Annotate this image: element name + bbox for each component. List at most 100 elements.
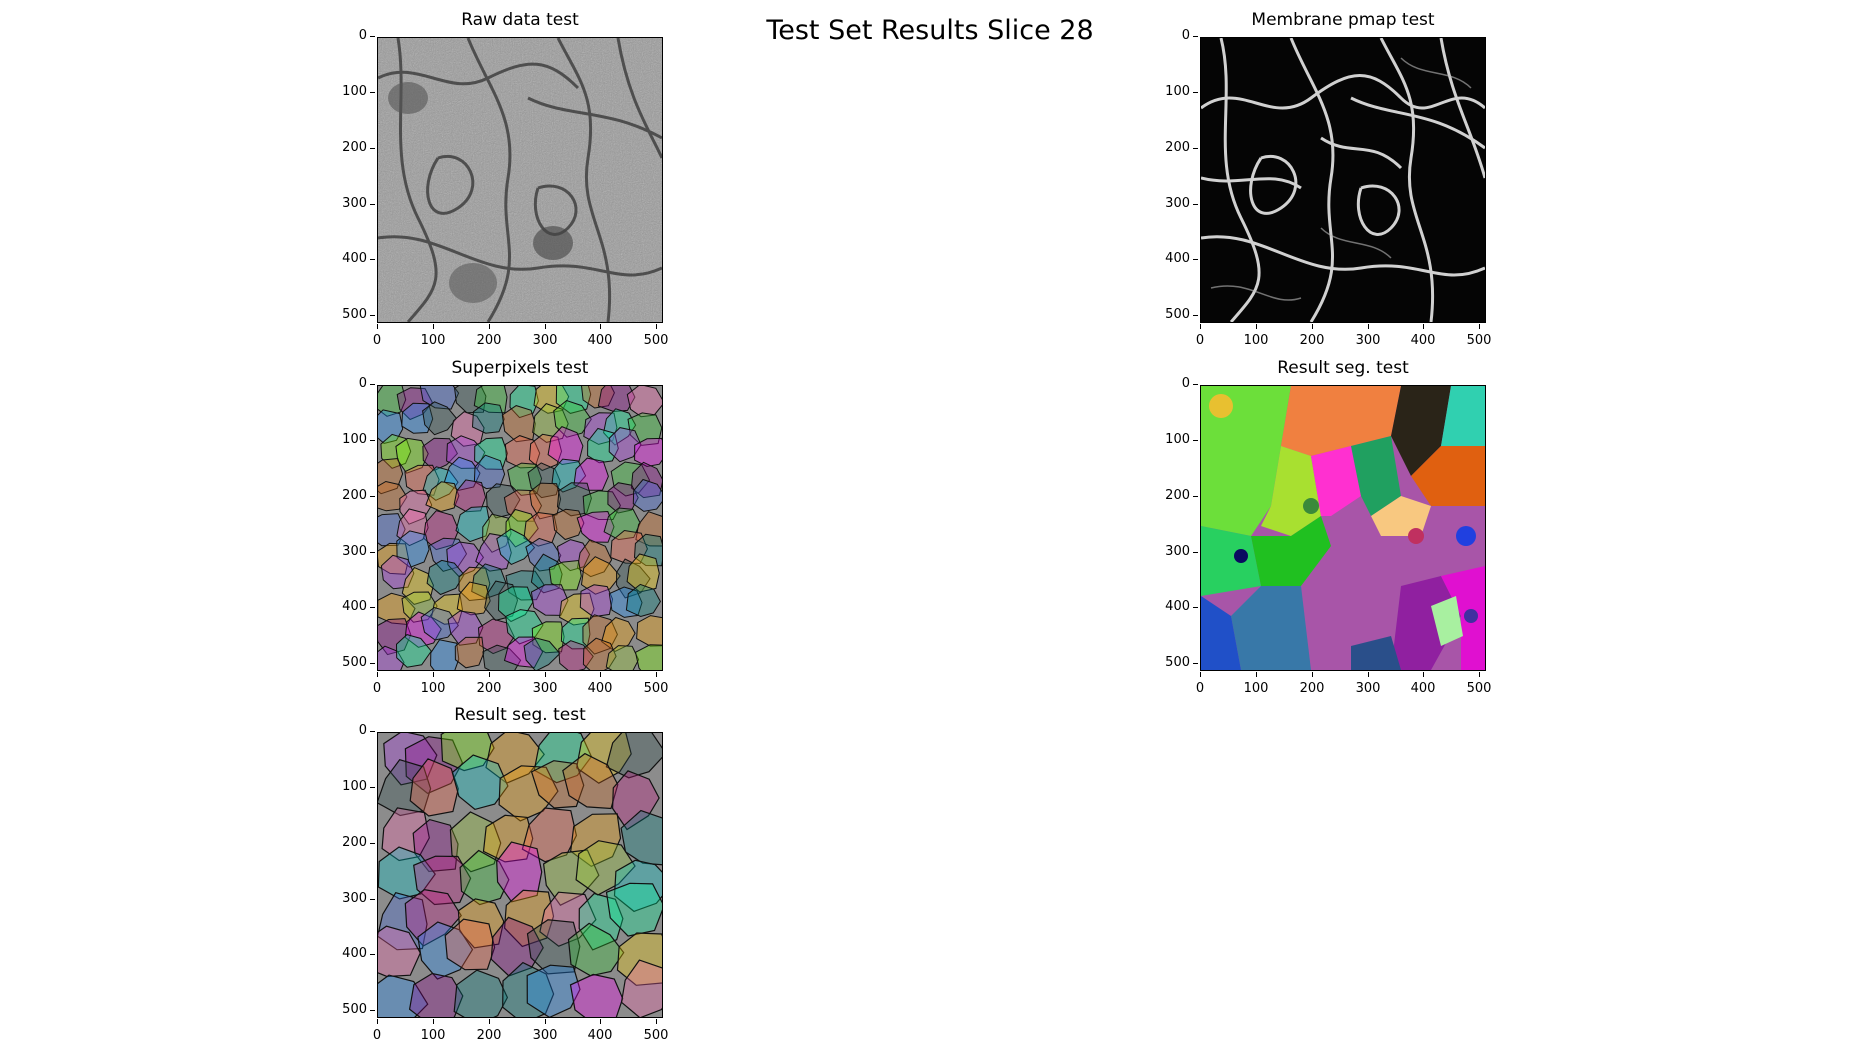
region [496,528,536,565]
region [570,813,622,867]
region [582,637,617,670]
region [527,462,561,499]
panel-result-seg-overlay: Result seg. test 0 100 200 300 400 500 0… [342,705,668,1043]
x-tick: 100 [413,323,453,348]
x-tick: 0 [1180,323,1220,348]
x-tick: 300 [525,1018,565,1043]
y-tick: 400 [317,599,377,614]
region [440,733,495,772]
y-tick: 100 [1140,432,1200,447]
region [378,974,429,1017]
y-tick: 500 [317,1002,377,1017]
panel-result-seg-colored: Result seg. test [1165,358,1491,696]
region [401,566,434,605]
region [409,758,459,817]
panel-title: Superpixels test [451,358,589,378]
panel-membrane-pmap: Membrane pmap test 0 [1165,10,1491,348]
region [497,586,534,623]
x-tick: 300 [525,671,565,696]
region [496,841,543,903]
x-tick: 200 [469,323,509,348]
region [605,882,662,937]
region [443,456,481,491]
region [597,386,636,413]
region [501,405,536,443]
region [456,581,491,616]
x-tick: 200 [469,671,509,696]
region [408,972,464,1017]
y-tick: 200 [317,140,377,155]
region [630,461,662,499]
region [378,457,404,495]
segmentation-overlay-image [377,732,663,1018]
region [547,426,584,466]
region [474,437,509,470]
region [430,639,460,670]
region [395,634,432,668]
region [447,610,484,646]
y-tick: 100 [317,432,377,447]
segmentation-colored-image [1200,385,1486,671]
region [530,553,563,594]
region [417,921,474,980]
x-tick: 100 [1236,671,1276,696]
region [562,752,619,810]
region [471,563,507,599]
region [482,814,534,863]
region [632,478,662,512]
region [548,559,582,591]
panel-title: Result seg. test [1277,358,1409,378]
region [378,618,412,656]
region [636,615,662,647]
region [523,637,561,670]
region [378,925,421,978]
y-tick: 0 [317,28,377,43]
region [627,412,662,446]
y-tick: 0 [317,376,377,391]
y-tick: 200 [1140,488,1200,503]
region [579,584,614,618]
region [399,489,433,525]
region [404,888,462,947]
y-tick: 500 [317,307,377,322]
x-tick: 100 [413,671,453,696]
region [509,386,539,419]
x-tick: 500 [1459,323,1499,348]
y-tick: 100 [1140,84,1200,99]
region [573,457,609,491]
region [530,584,569,616]
region [473,454,506,490]
region [423,510,460,551]
y-tick: 500 [317,655,377,670]
y-tick: 0 [1140,28,1200,43]
x-tick: 0 [357,323,397,348]
region [413,855,472,906]
region [477,618,515,655]
region [613,859,662,913]
region [396,530,430,568]
region [425,481,460,513]
region [422,437,459,472]
region [569,973,624,1017]
region [422,466,459,501]
x-tick: 300 [525,323,565,348]
region [395,437,429,474]
region [454,636,485,669]
region [610,461,651,497]
region [607,482,639,514]
region [533,733,593,784]
region [401,402,434,434]
region [634,437,662,468]
x-tick: 500 [636,671,676,696]
y-tick: 100 [317,779,377,794]
region [523,511,558,547]
raw-data-image [377,37,663,323]
x-tick: 500 [636,323,676,348]
region [453,969,509,1017]
region [575,733,632,784]
x-tick: 400 [580,323,620,348]
panel-raw-data: Raw data test 0 100 200 [342,10,668,348]
y-tick: 0 [317,723,377,738]
region [458,566,491,602]
region [428,537,468,572]
